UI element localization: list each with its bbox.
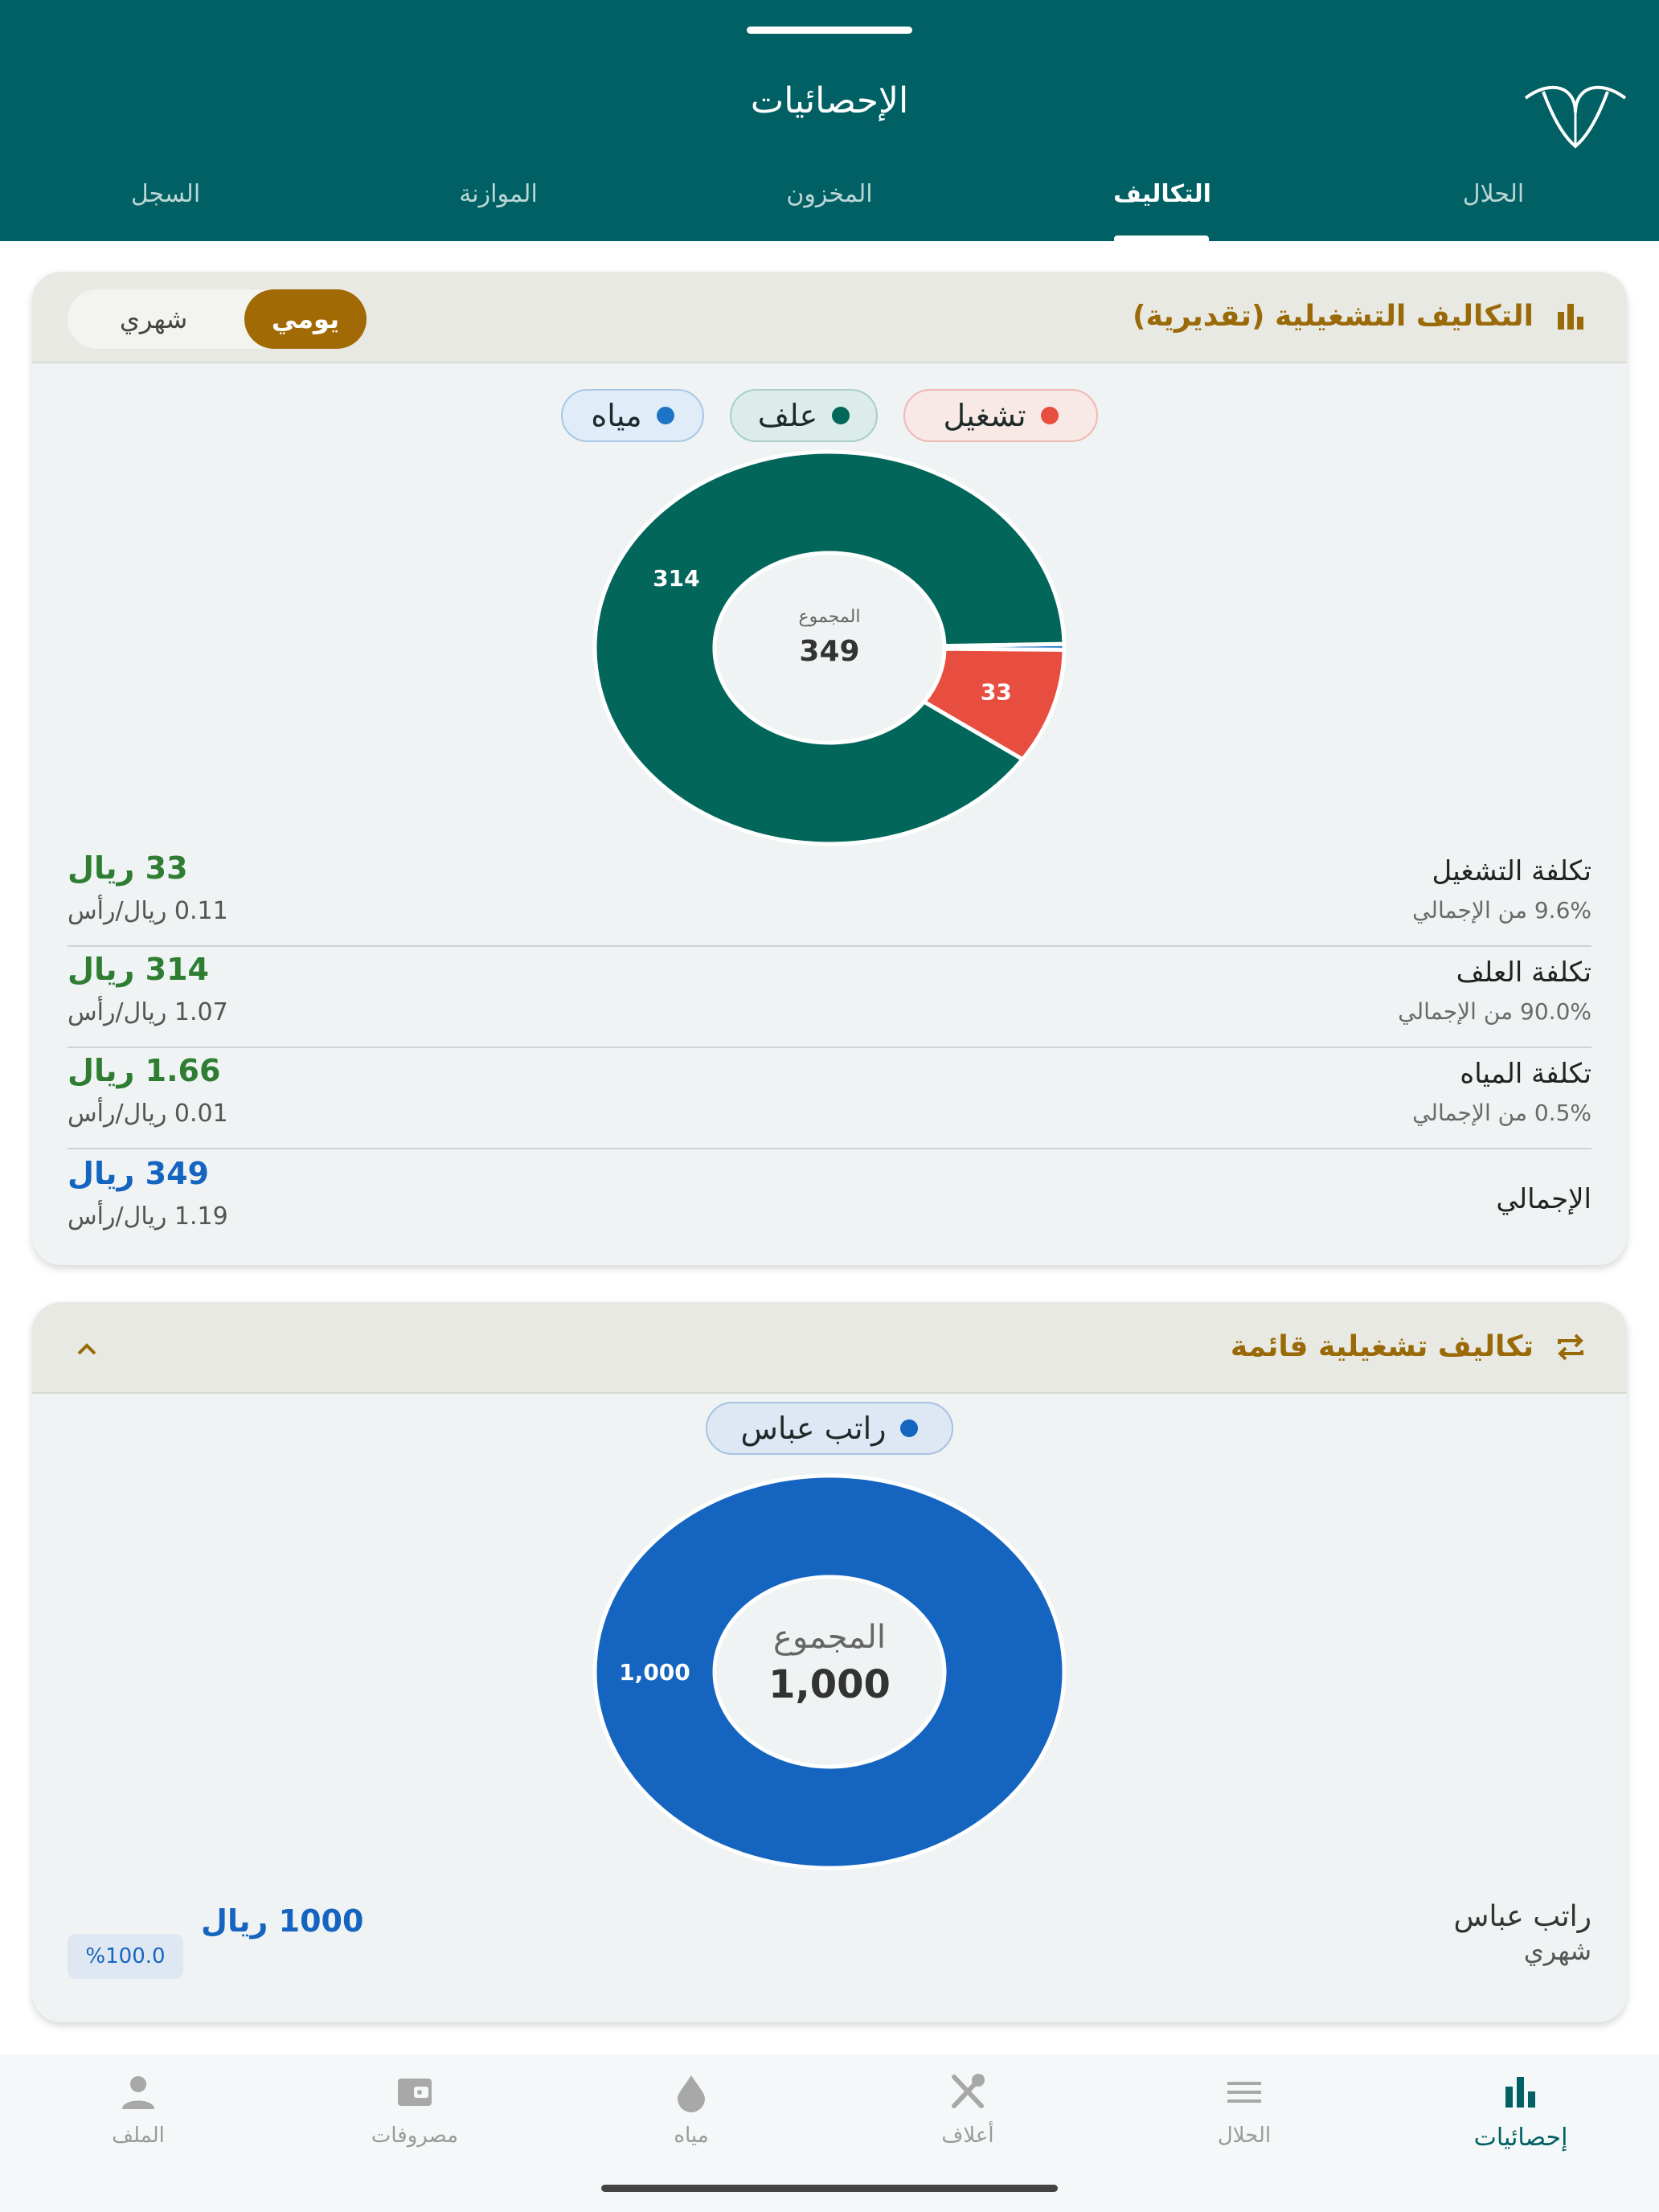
row-amount: 1.66 ريال — [68, 1053, 221, 1088]
monthly-toggle[interactable]: شهري — [119, 304, 188, 334]
row-name: تكلفة العلف — [1456, 956, 1591, 989]
bottom-navigation: إحصائيات الحلال أعلاف مياه مصروفات — [0, 2054, 1659, 2212]
menu-icon — [1227, 2082, 1261, 2103]
recurring-costs-card: تكاليف تشغيلية قائمة راتب عباس 1,000 المج… — [32, 1302, 1627, 2022]
row-percentage: 0.5% من الإجمالي — [1412, 1100, 1591, 1126]
donut-center-value: 349 — [799, 635, 859, 668]
row-percentage: 9.6% من الإجمالي — [1412, 897, 1591, 924]
legend-chip-feed[interactable]: علف — [730, 389, 878, 442]
nav-label: إحصائيات — [1473, 2124, 1568, 2152]
feed-icon — [952, 2074, 985, 2108]
legend-label: راتب عباس — [740, 1411, 887, 1446]
recurring-costs-donut-chart: 1,000 المجموع 1,000 — [592, 1473, 1067, 1870]
nav-label: الحلال — [1217, 2124, 1272, 2148]
legend-dot — [832, 406, 850, 424]
operating-costs-header: التكاليف التشغيلية (تقديرية) شهري يومي — [32, 272, 1627, 363]
donut-center-value: 1,000 — [768, 1662, 891, 1707]
legend-dot — [900, 1419, 919, 1437]
nav-label: مياه — [674, 2124, 709, 2148]
nav-label: مصروفات — [371, 2124, 459, 2148]
donut-slice-1[interactable] — [592, 449, 1067, 846]
tab-costs[interactable]: التكاليف — [1113, 180, 1211, 208]
nav-water[interactable]: مياه — [553, 2072, 830, 2161]
recurring-item-name: راتب عباس — [1453, 1900, 1591, 1933]
legend-label: مياه — [591, 398, 642, 433]
donut-center-label: المجموع — [799, 607, 861, 627]
donut-slice-label-1: 314 — [653, 565, 699, 592]
tab-log[interactable]: السجل — [130, 180, 201, 208]
water-drop-icon — [678, 2075, 705, 2112]
active-tab-indicator — [1114, 236, 1209, 241]
profile-icon — [122, 2076, 154, 2109]
legend-label: علف — [757, 398, 818, 433]
stats-icon — [1505, 2077, 1535, 2108]
period-toggle: شهري يومي — [68, 289, 367, 349]
nav-label: أعلاف — [941, 2124, 994, 2148]
legend-dot — [1040, 406, 1059, 424]
legend-chip-abbas-salary[interactable]: راتب عباس — [706, 1402, 953, 1455]
tab-inventory[interactable]: المخزون — [786, 180, 873, 208]
operating-costs-card: التكاليف التشغيلية (تقديرية) شهري يومي ت… — [32, 272, 1627, 1265]
row-name: تكلفة التشغيل — [1432, 855, 1591, 887]
total-amount: 349 ريال — [68, 1156, 209, 1191]
cost-row-total: الإجمالي 349 ريال 1.19 ريال/رأس — [68, 1151, 1591, 1252]
tab-livestock[interactable]: الحلال — [1462, 180, 1525, 208]
row-per-head: 0.11 ريال/رأس — [68, 897, 228, 925]
chevron-up-icon[interactable] — [71, 1333, 103, 1365]
nav-stats[interactable]: إحصائيات — [1382, 2072, 1659, 2161]
legend-chip-water[interactable]: مياه — [561, 389, 704, 442]
row-name: تكلفة المياه — [1460, 1058, 1591, 1090]
operating-costs-title: التكاليف التشغيلية (تقديرية) — [1133, 300, 1534, 333]
repeat-icon — [1558, 1333, 1583, 1361]
bar-chart-icon — [1558, 304, 1583, 330]
donut-center-label: المجموع — [773, 1619, 886, 1656]
sheet-grabber[interactable] — [747, 27, 912, 34]
cost-row-feed: تكلفة العلف 90.0% من الإجمالي 314 ريال 1… — [68, 947, 1591, 1048]
row-percentage: 90.0% من الإجمالي — [1398, 998, 1591, 1025]
total-per-head: 1.19 ريال/رأس — [68, 1202, 228, 1231]
nav-feed[interactable]: أعلاف — [830, 2072, 1106, 2161]
app-header: الإحصائيات الحلال التكاليف المخزون الموا… — [0, 0, 1659, 241]
recurring-costs-title: تكاليف تشغيلية قائمة — [1230, 1330, 1534, 1363]
cost-row-operation: تكلفة التشغيل 9.6% من الإجمالي 33 ريال 0… — [68, 846, 1591, 947]
tab-budget[interactable]: الموازنة — [459, 180, 538, 208]
daily-toggle[interactable]: يومي — [244, 289, 367, 349]
recurring-item-amount: 1000 ريال — [201, 1903, 364, 1939]
logo-icon — [1524, 85, 1627, 149]
recurring-item-period: شهري — [1523, 1936, 1591, 1966]
top-tabs: الحلال التكاليف المخزون الموازنة السجل — [0, 169, 1659, 241]
row-amount: 33 ريال — [68, 850, 188, 886]
cost-row-water: تكلفة المياه 0.5% من الإجمالي 1.66 ريال … — [68, 1048, 1591, 1149]
page-title: الإحصائيات — [750, 80, 909, 121]
wallet-icon — [398, 2079, 432, 2106]
nav-label: الملف — [112, 2124, 165, 2148]
operating-costs-donut-chart: 33 314 المجموع 349 — [592, 449, 1067, 846]
donut-slice-label-0: 1,000 — [619, 1659, 690, 1686]
legend-chip-operation[interactable]: تشغيل — [903, 389, 1098, 442]
row-per-head: 1.07 ريال/رأس — [68, 998, 228, 1026]
row-per-head: 0.01 ريال/رأس — [68, 1100, 228, 1128]
nav-expenses[interactable]: مصروفات — [276, 2072, 553, 2161]
legend-label: تشغيل — [943, 398, 1026, 433]
donut-slice-0[interactable] — [592, 1473, 1067, 1870]
nav-livestock[interactable]: الحلال — [1106, 2072, 1382, 2161]
donut-slice-label-0: 33 — [981, 679, 1012, 706]
legend-dot — [656, 406, 674, 424]
home-indicator[interactable] — [601, 2185, 1058, 2192]
total-label: الإجمالي — [1496, 1183, 1591, 1215]
recurring-costs-header[interactable]: تكاليف تشغيلية قائمة — [32, 1302, 1627, 1394]
recurring-item-percentage-badge: %100.0 — [68, 1934, 183, 1979]
row-amount: 314 ريال — [68, 952, 209, 987]
nav-profile[interactable]: الملف — [0, 2072, 276, 2161]
